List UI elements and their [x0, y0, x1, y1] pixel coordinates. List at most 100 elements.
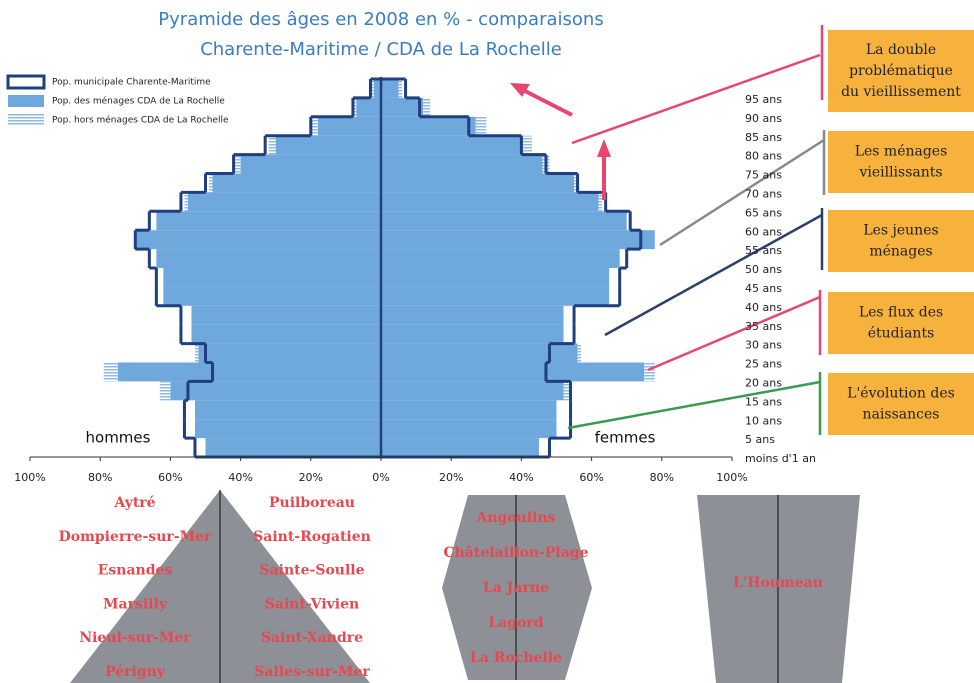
x-tick-label: 60%: [579, 471, 603, 484]
bar-stripe: [159, 381, 171, 401]
bar: [156, 211, 381, 231]
age-label: 45 ans: [745, 282, 782, 295]
commune: La Rochelle: [470, 650, 562, 666]
bar: [194, 419, 381, 439]
chart-title: Pyramide des âges en 2008 en % - compara…: [158, 9, 603, 30]
age-label: 35 ans: [745, 320, 782, 333]
bar: [381, 230, 655, 250]
pyramid: [103, 77, 655, 459]
bar: [381, 154, 543, 174]
commune: Nieul-sur-Mer: [79, 630, 191, 646]
bar: [381, 419, 557, 439]
bar: [205, 438, 381, 457]
bar: [163, 286, 381, 306]
bar: [194, 400, 381, 420]
bar-stripe: [370, 79, 374, 98]
bar: [381, 286, 610, 306]
commune: Saint-Vivien: [265, 596, 359, 612]
bar: [381, 249, 620, 268]
commune: Angoulins: [475, 510, 555, 526]
annotation-box: [828, 30, 974, 112]
bar-stripe: [563, 381, 571, 401]
legend-label: Pop. des ménages CDA de La Rochelle: [52, 96, 225, 107]
bar: [381, 400, 557, 420]
age-label: 60 ans: [745, 225, 782, 238]
bar: [187, 192, 381, 212]
age-label: 80 ans: [745, 150, 782, 163]
commune: Esnandes: [98, 563, 173, 579]
x-tick-label: 80%: [650, 471, 674, 484]
bar-stripe: [398, 79, 403, 98]
bar: [381, 211, 627, 231]
annotation-box: [828, 373, 974, 435]
bar: [381, 381, 564, 401]
bar: [381, 173, 575, 193]
age-label: 90 ans: [745, 112, 782, 125]
bar-stripe: [423, 97, 431, 117]
x-tick-label: 40%: [228, 471, 252, 484]
annotation-text: ménages: [869, 244, 932, 260]
x-tick-label: 100%: [14, 471, 45, 484]
bar: [381, 362, 645, 382]
legend-label: Pop. hors ménages CDA de La Rochelle: [52, 115, 229, 126]
bar: [275, 135, 381, 155]
bar-stripe: [268, 135, 276, 155]
age-label: 95 ans: [745, 93, 782, 106]
age-label: 65 ans: [745, 206, 782, 219]
annotation-text: naissances: [863, 407, 940, 423]
age-label: 75 ans: [745, 169, 782, 182]
chart-title: Charente-Maritime / CDA de La Rochelle: [200, 39, 562, 60]
bar: [198, 343, 381, 363]
bar: [170, 381, 381, 401]
x-tick-label: 20%: [439, 471, 463, 484]
commune: Saint-Rogatien: [253, 529, 371, 545]
x-tick-label: 60%: [158, 471, 182, 484]
annotation-text: La double: [866, 42, 936, 58]
age-label: 5 ans: [745, 433, 775, 446]
commune: Aytré: [113, 495, 155, 511]
age-label: 70 ans: [745, 188, 782, 201]
bar-stripe: [574, 173, 578, 193]
x-tick-label: 100%: [716, 471, 747, 484]
annotation-box: [828, 292, 974, 354]
bar-stripe: [194, 343, 199, 363]
bar: [212, 173, 381, 193]
bar: [191, 305, 381, 325]
legend-swatch: [8, 114, 44, 126]
annotation-text: Les flux des: [859, 305, 943, 321]
side-label: femmes: [595, 429, 656, 447]
x-tick-label: 80%: [88, 471, 112, 484]
bar-stripe: [233, 154, 241, 174]
annotation-text: L'évolution des: [847, 386, 955, 402]
commune: Puilboreau: [269, 495, 355, 511]
age-label: 10 ans: [745, 414, 782, 427]
legend-swatch: [8, 95, 44, 107]
bar: [381, 79, 399, 98]
bar: [381, 438, 539, 457]
annotation-box: [828, 210, 974, 272]
age-label: 20 ans: [745, 377, 782, 390]
age-label: 30 ans: [745, 339, 782, 352]
bar: [381, 343, 578, 363]
bar-stripe: [352, 97, 357, 117]
commune: Salles-sur-Mer: [254, 664, 370, 680]
bar: [240, 154, 381, 174]
bar: [191, 324, 381, 344]
bar: [381, 97, 424, 117]
bar: [356, 97, 381, 117]
bar-stripe: [184, 192, 188, 212]
annotation-text: problématique: [849, 63, 953, 79]
commune: L'Houmeau: [733, 575, 823, 591]
commune: Marsilly: [103, 596, 168, 612]
age-label: 55 ans: [745, 244, 782, 257]
commune: Saint-Xandre: [261, 630, 363, 646]
commune: Sainte-Soulle: [259, 563, 364, 579]
annotations: La double problématique du vieillissement L…: [828, 30, 974, 435]
side-label: hommes: [86, 429, 151, 447]
bar-stripe: [475, 116, 487, 136]
annotation-box: [828, 131, 974, 193]
bar-stripe: [310, 116, 318, 136]
bar: [381, 268, 610, 287]
age-label: 50 ans: [745, 263, 782, 276]
